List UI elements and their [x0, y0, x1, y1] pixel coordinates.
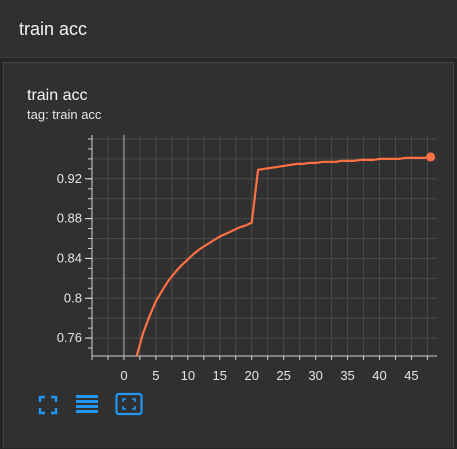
- x-tick-label: 45: [404, 368, 418, 383]
- y-tick-label: 0.92: [57, 171, 82, 186]
- fit-domain-icon: [115, 392, 143, 416]
- x-tick-label: 15: [213, 368, 227, 383]
- line-chart[interactable]: 0.76 0.8 0.84 0.88 0.92 0 5 10 15 20 25 30 35 40 45: [4, 63, 453, 383]
- last-point-marker: [426, 152, 436, 162]
- fullscreen-icon: [38, 395, 58, 415]
- x-tick-label: 35: [340, 368, 354, 383]
- x-tick-label: 30: [308, 368, 322, 383]
- x-tick-label: 0: [120, 368, 127, 383]
- data-table-button[interactable]: [75, 393, 99, 417]
- chart-title: train acc: [27, 87, 88, 104]
- x-tick-label: 20: [244, 368, 258, 383]
- y-tick-label: 0.88: [57, 211, 82, 226]
- panel-header: train acc: [0, 0, 457, 58]
- series-line: [135, 155, 431, 356]
- x-tick-label: 10: [181, 368, 195, 383]
- panel-header-title: train acc: [19, 19, 88, 39]
- chart-card: train acc tag: train acc 0.76 0.8 0.84 0.88…: [3, 62, 454, 448]
- x-tick-label: 40: [372, 368, 386, 383]
- fullscreen-button[interactable]: [36, 393, 60, 417]
- chart-tag: tag: train acc: [27, 107, 102, 122]
- y-tick-label: 0.76: [57, 330, 82, 345]
- y-tick-label: 0.8: [64, 290, 82, 305]
- fit-domain-button[interactable]: [115, 392, 143, 418]
- x-tick-label: 25: [276, 368, 290, 383]
- y-tick-label: 0.84: [57, 250, 82, 265]
- x-tick-label: 5: [152, 368, 159, 383]
- data-table-icon: [76, 395, 98, 413]
